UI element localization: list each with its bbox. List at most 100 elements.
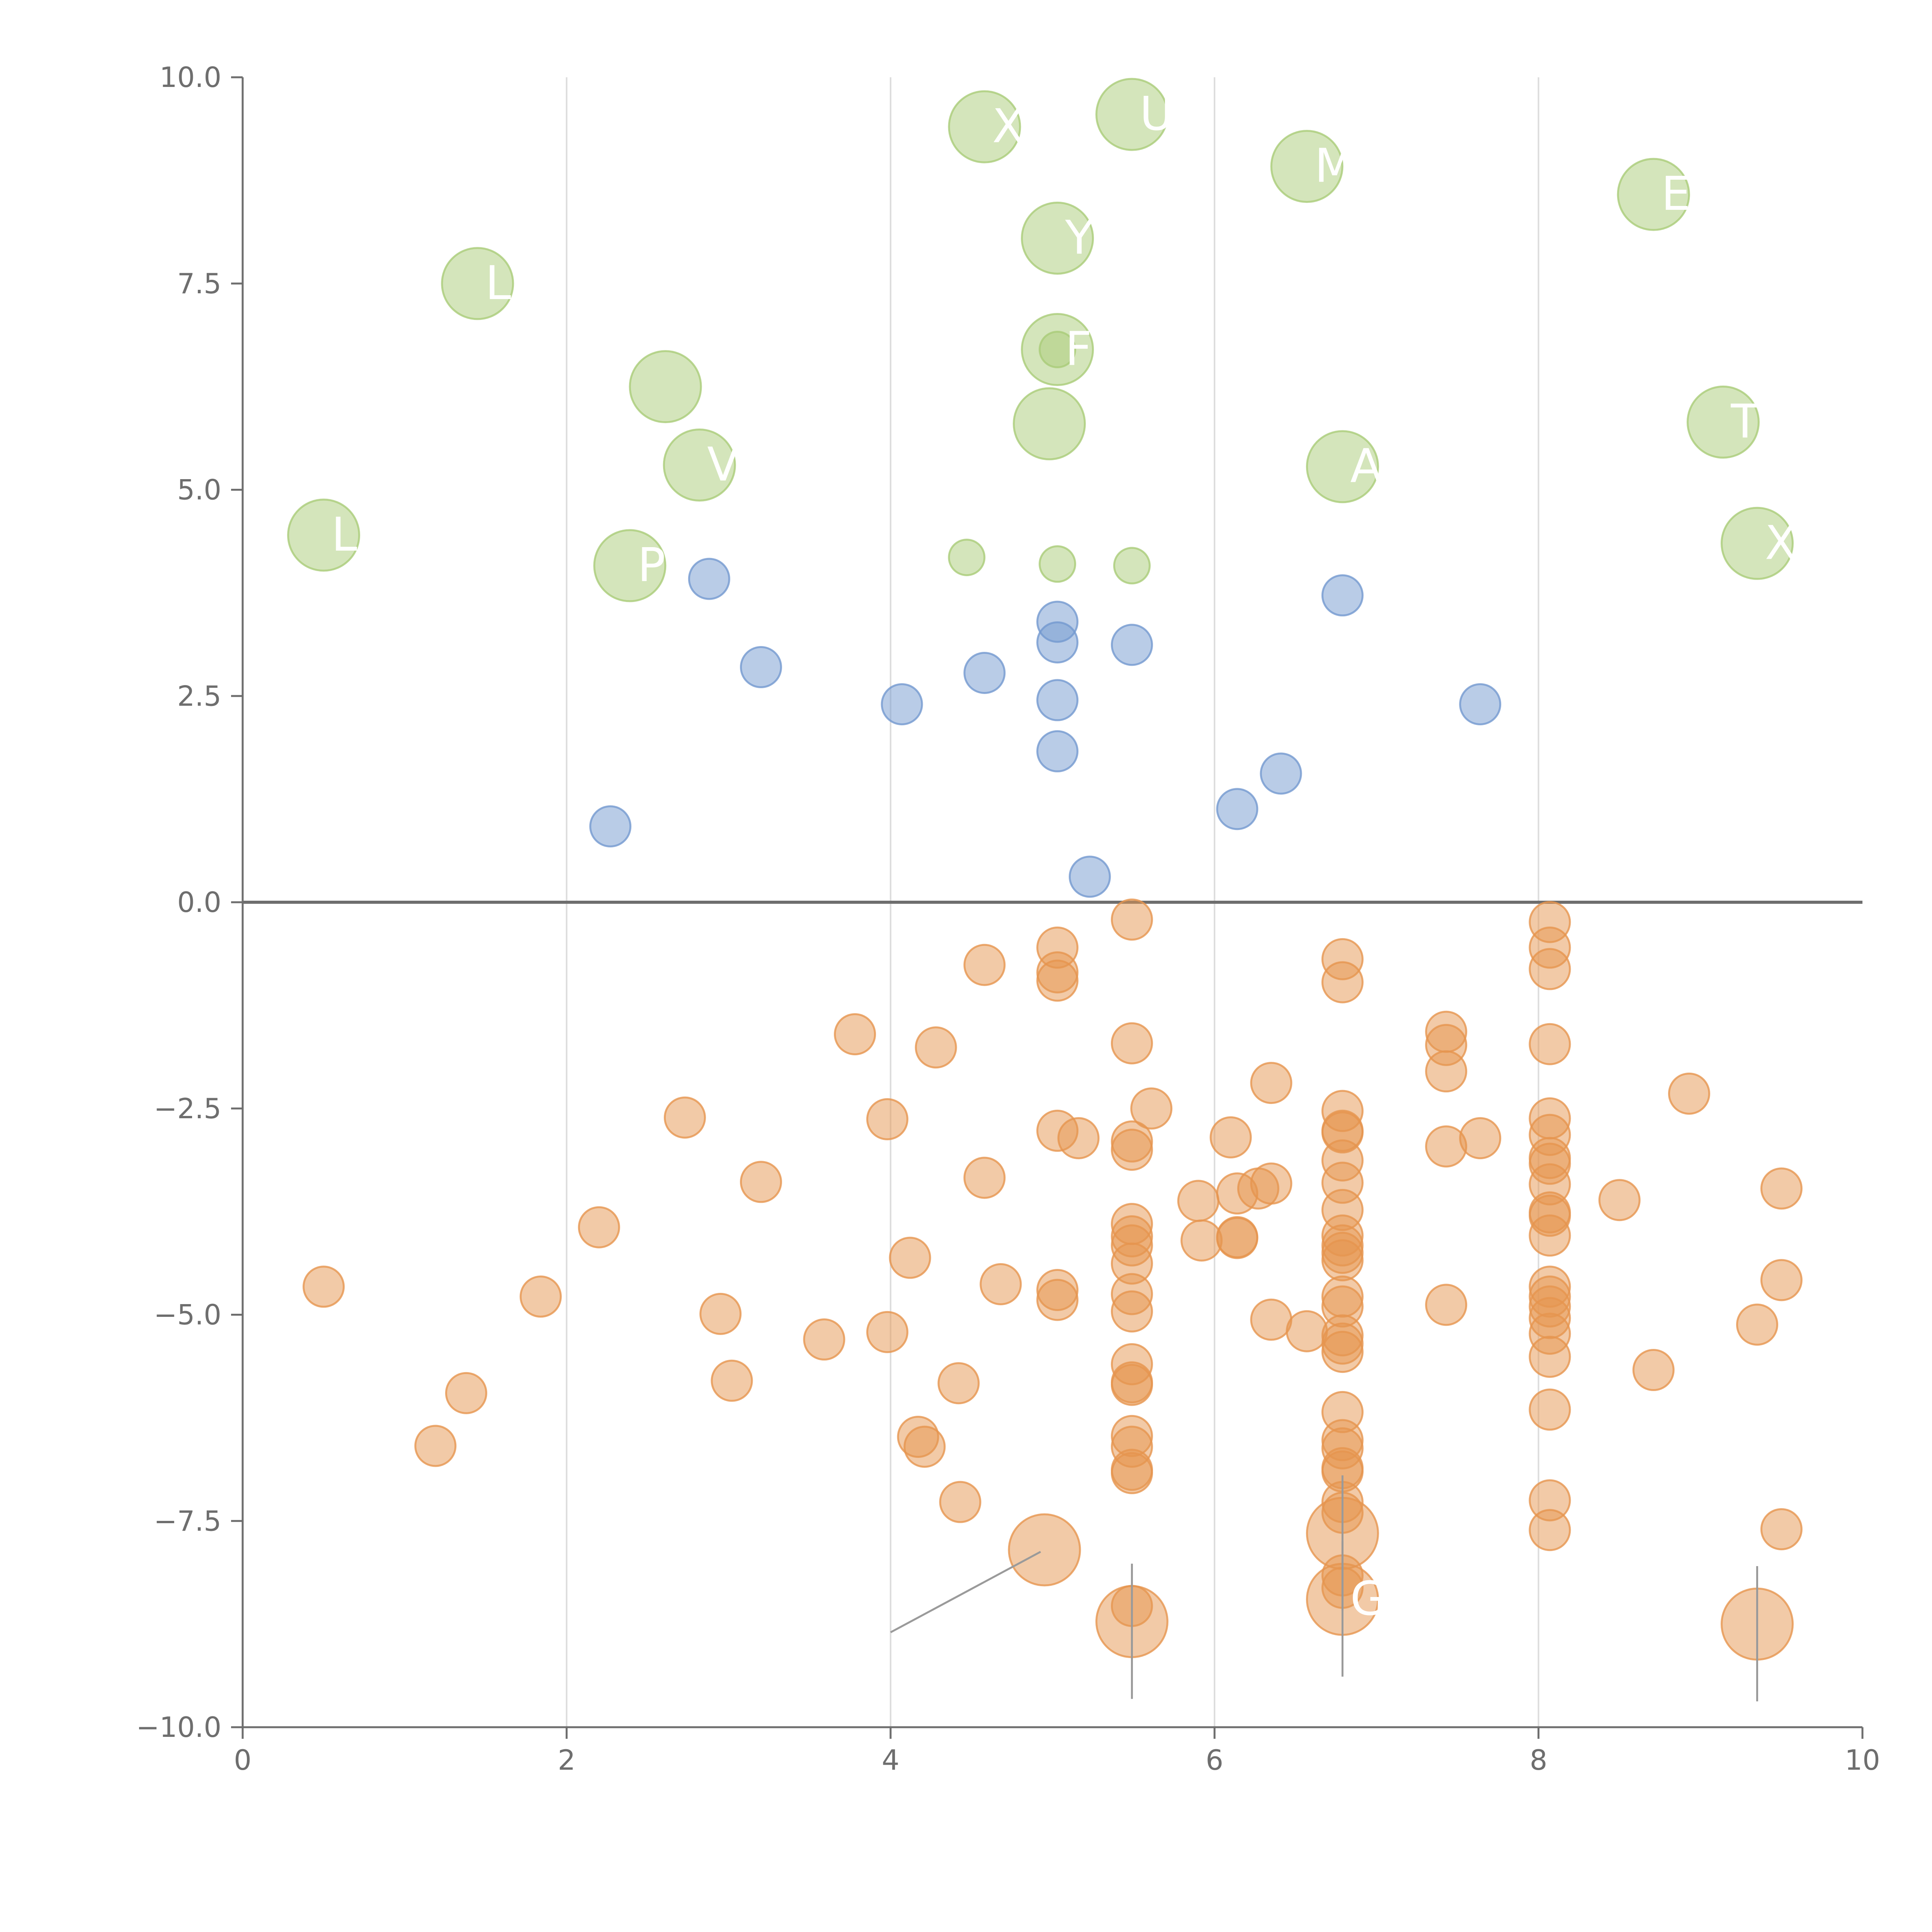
orange-point [1008, 1513, 1081, 1587]
green-point [1095, 78, 1168, 151]
point-annotation: LE [485, 257, 541, 310]
orange-point [939, 1481, 981, 1523]
orange-point [1036, 959, 1079, 1002]
point-annotation: M [1315, 139, 1355, 193]
point-annotation: T [1730, 395, 1759, 449]
orange-point [1130, 1087, 1173, 1130]
orange-point [303, 1265, 345, 1308]
green-point [1113, 547, 1151, 585]
green-point [948, 90, 1021, 163]
orange-point [1598, 1179, 1641, 1221]
axis-layer: 0 2 4 6 8 10 −10.0 −7.5 −5.0 −2.5 0.0 2.5 5.0 7.5 10.0 [136, 61, 1880, 1776]
orange-point [1632, 1349, 1675, 1391]
orange-point [803, 1318, 845, 1361]
blue-point [1068, 855, 1111, 898]
point-annotation: P [638, 539, 665, 592]
orange-point [1209, 1116, 1252, 1158]
orange-point [1111, 1452, 1153, 1494]
y-tick-label: −5.0 [154, 1299, 221, 1331]
point-annotation: X [1765, 516, 1797, 570]
orange-point [1529, 1509, 1571, 1551]
x-tick-label: 2 [558, 1744, 575, 1776]
orange-point [1529, 948, 1571, 990]
green-point [1013, 387, 1086, 461]
orange-point [1529, 1214, 1571, 1257]
orange-point [1111, 898, 1153, 941]
green-point [441, 247, 514, 320]
blue-point [881, 683, 923, 726]
orange-point [1321, 1239, 1364, 1282]
orange-point [663, 1096, 706, 1139]
green-point [1021, 201, 1094, 275]
orange-point [866, 1311, 908, 1353]
orange-point [1425, 1284, 1468, 1326]
orange-point [1111, 1364, 1153, 1406]
leader-line [890, 1551, 1041, 1633]
orange-point [963, 944, 1006, 986]
orange-point [1250, 1162, 1293, 1205]
blue-point [589, 805, 632, 848]
y-tick-label: −7.5 [154, 1505, 221, 1537]
orange-point [699, 1293, 742, 1335]
orange-point [1250, 1298, 1293, 1341]
green-point [1039, 545, 1077, 583]
orange-point [578, 1206, 620, 1248]
orange-point [1760, 1508, 1803, 1551]
green-point [1039, 331, 1077, 369]
orange-point [711, 1359, 753, 1402]
orange-point [1036, 1279, 1079, 1321]
green-point [1270, 130, 1344, 203]
point-annotation: F [1065, 323, 1092, 376]
orange-point [1321, 1331, 1364, 1373]
blue-point [963, 651, 1006, 694]
x-tick-label: 4 [882, 1744, 900, 1776]
point-annotation: Y [1065, 211, 1094, 265]
x-tick-label: 0 [234, 1744, 252, 1776]
green-point [1306, 430, 1379, 503]
blue-point [740, 646, 782, 689]
green-point [948, 539, 986, 577]
orange-point [519, 1276, 562, 1318]
orange-point [1459, 1117, 1502, 1160]
blue-point [1036, 621, 1079, 663]
orange-point [1111, 1022, 1153, 1065]
point-annotation: EL [1661, 167, 1716, 221]
orange-point [1216, 1217, 1259, 1259]
x-tick-label: 8 [1530, 1744, 1548, 1776]
y-tick-label: 5.0 [177, 474, 221, 506]
orange-point [1760, 1167, 1803, 1210]
orange-point [963, 1156, 1006, 1199]
y-tick-label: −2.5 [154, 1092, 221, 1125]
orange-point [1529, 1388, 1571, 1431]
green-point [1617, 158, 1690, 231]
orange-point [866, 1098, 908, 1141]
y-tick-label: −10.0 [136, 1711, 221, 1743]
orange-point [937, 1362, 980, 1405]
orange-point [1529, 1335, 1571, 1378]
orange-point [414, 1425, 457, 1467]
y-tick-label: 0.0 [177, 886, 221, 918]
orange-point [889, 1236, 931, 1279]
orange-point [1057, 1117, 1100, 1160]
orange-point [1321, 961, 1364, 1003]
blue-point [1111, 624, 1153, 666]
orange-point [980, 1263, 1022, 1306]
point-annotation: X [992, 100, 1024, 153]
orange-point [1760, 1259, 1803, 1301]
orange-point [903, 1425, 946, 1468]
orange-point [834, 1013, 876, 1056]
orange-point [915, 1026, 957, 1069]
orange-point [1111, 1290, 1153, 1333]
y-tick-label: 10.0 [160, 61, 221, 94]
orange-point [740, 1161, 782, 1203]
green-point [663, 428, 736, 502]
blue-point [1036, 679, 1079, 721]
x-tick-label: 10 [1845, 1744, 1880, 1776]
green-point [593, 529, 667, 602]
points-layer [287, 78, 1803, 1661]
orange-point [1250, 1062, 1293, 1104]
y-tick-label: 2.5 [177, 680, 221, 712]
point-annotation: UT [1139, 87, 1202, 141]
